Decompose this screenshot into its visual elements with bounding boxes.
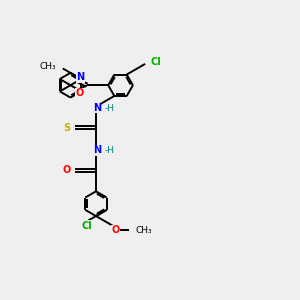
Text: -H: -H bbox=[104, 103, 114, 112]
Text: -H: -H bbox=[104, 146, 114, 155]
Text: N: N bbox=[93, 146, 101, 155]
Text: Cl: Cl bbox=[82, 221, 92, 231]
Text: O: O bbox=[62, 164, 71, 175]
Text: CH₃: CH₃ bbox=[40, 62, 56, 71]
Text: O: O bbox=[76, 88, 84, 98]
Text: Cl: Cl bbox=[150, 57, 161, 68]
Text: N: N bbox=[76, 72, 85, 82]
Text: O: O bbox=[112, 225, 120, 235]
Text: CH₃: CH₃ bbox=[136, 226, 152, 235]
Text: N: N bbox=[93, 103, 101, 113]
Text: S: S bbox=[63, 123, 70, 133]
